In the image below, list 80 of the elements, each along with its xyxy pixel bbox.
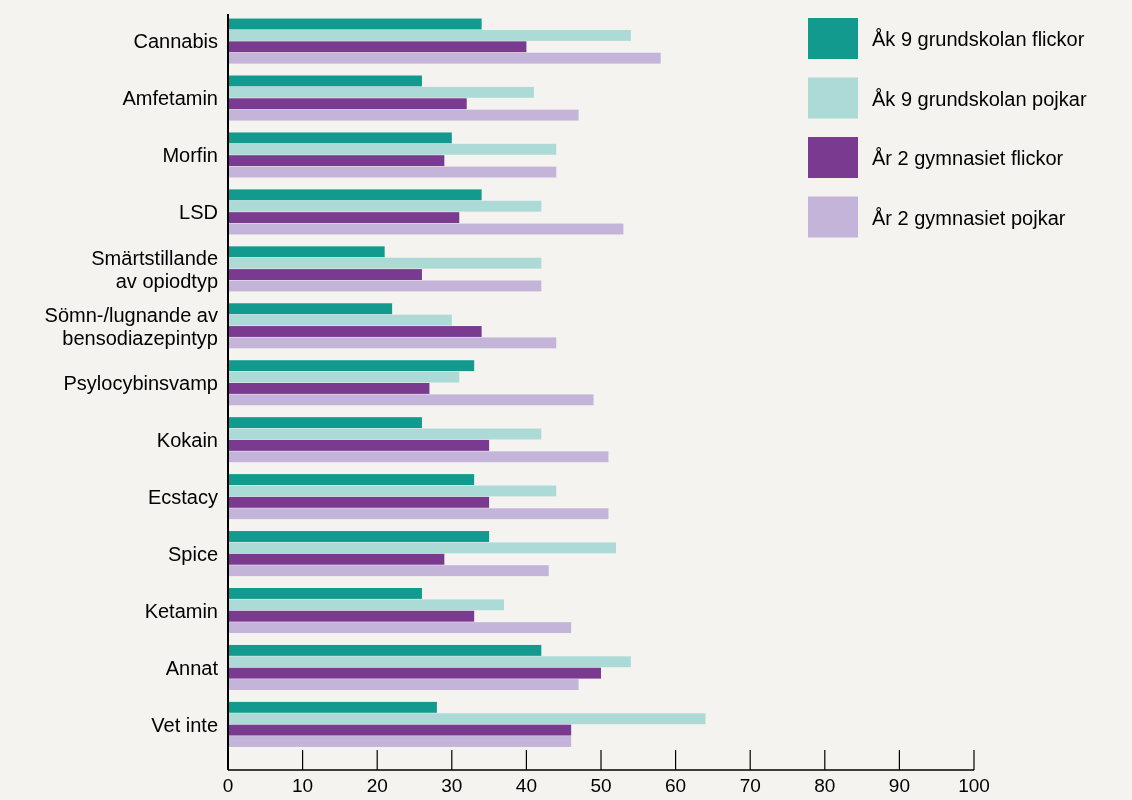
bar	[228, 656, 631, 668]
x-tick-label: 90	[888, 775, 910, 796]
y-tick-label: Sömn-/lugnande av bensodiazepintyp	[44, 303, 218, 349]
bar	[228, 132, 452, 144]
y-tick-label: Ketamin	[144, 599, 218, 622]
x-tick-label: 80	[814, 775, 836, 796]
y-tick-label: LSD	[179, 201, 218, 224]
x-tick-label: 70	[739, 775, 761, 796]
bar	[228, 200, 542, 212]
bar	[228, 360, 475, 372]
x-tick-label: 0	[222, 775, 234, 796]
bar	[228, 371, 460, 383]
y-tick-label: Vet inte	[151, 713, 218, 736]
legend-label: År 2 gymnasiet pojkar	[872, 206, 1066, 229]
bar	[228, 303, 393, 315]
bar	[228, 29, 631, 41]
y-tick-label: Psylocybinsvamp	[63, 372, 218, 394]
bar	[228, 610, 475, 622]
bar	[228, 52, 661, 64]
x-tick-label: 50	[590, 775, 612, 796]
bar	[228, 314, 452, 326]
bar	[228, 644, 542, 656]
bar	[228, 553, 445, 565]
bar	[228, 337, 557, 349]
bar	[228, 428, 542, 440]
bar	[228, 257, 542, 269]
legend-label: Åk 9 grundskolan flickor	[872, 28, 1085, 50]
y-tick-label: Kokain	[156, 428, 218, 451]
bar	[228, 383, 430, 394]
bar	[228, 622, 572, 634]
bar	[228, 508, 609, 520]
bar	[228, 86, 534, 98]
bar	[228, 269, 422, 280]
y-tick-label: Morfin	[162, 144, 218, 167]
bar	[228, 223, 624, 235]
y-tick-label: Amfetamin	[122, 87, 218, 110]
legend-label: År 2 gymnasiet flickor	[872, 147, 1064, 169]
bar	[228, 326, 482, 337]
x-tick-label: 30	[441, 775, 463, 796]
bar	[228, 394, 594, 406]
bar	[228, 713, 706, 725]
bar	[228, 189, 482, 201]
bar	[228, 280, 542, 292]
y-tick-label: Ecstacy	[147, 485, 218, 508]
bar	[228, 109, 579, 121]
bar	[228, 736, 572, 747]
bar	[228, 75, 422, 87]
bar	[228, 451, 609, 463]
legend-label: Åk 9 grundskolan pojkar	[872, 87, 1087, 110]
y-tick-label: Cannabis	[133, 30, 218, 53]
bar	[228, 701, 437, 713]
bar	[228, 588, 422, 599]
x-tick-label: 100	[958, 775, 990, 796]
bar	[228, 667, 601, 679]
bar	[228, 565, 549, 577]
bar	[228, 212, 460, 224]
bar	[228, 155, 445, 167]
bar	[228, 98, 467, 110]
bar	[228, 166, 557, 178]
bar	[228, 246, 385, 258]
bar	[228, 679, 579, 690]
bar	[228, 417, 422, 429]
y-tick-label: Spice	[167, 542, 218, 565]
bar	[228, 542, 616, 554]
bar	[228, 724, 572, 736]
bar	[228, 143, 557, 155]
y-tick-label: Annat	[165, 656, 219, 679]
x-tick-label: 40	[515, 775, 537, 796]
y-tick-label: Smärtstillande av opiodtyp	[91, 246, 218, 292]
bar	[228, 474, 475, 485]
bar	[228, 531, 490, 542]
bar	[228, 41, 527, 53]
bar	[228, 599, 505, 611]
bar	[228, 18, 482, 30]
bar	[228, 439, 490, 451]
x-tick-label: 60	[665, 775, 687, 796]
bar	[228, 496, 490, 508]
bar	[228, 485, 557, 497]
x-tick-label: 20	[366, 775, 388, 796]
x-tick-label: 10	[292, 775, 314, 796]
